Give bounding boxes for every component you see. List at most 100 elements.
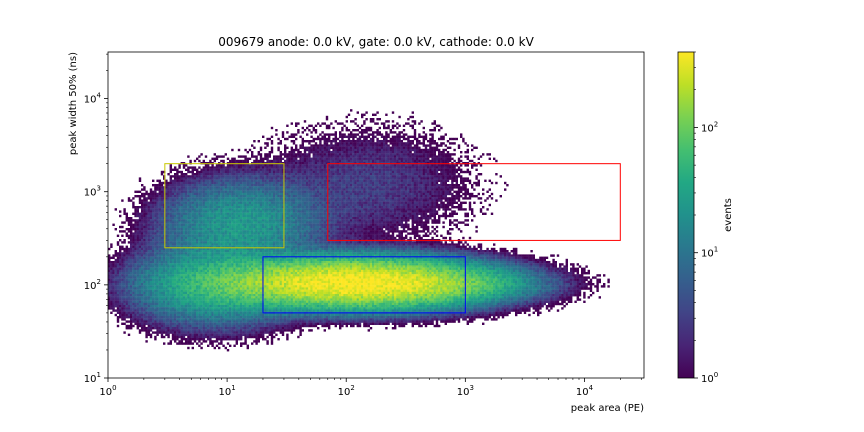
heatmap-bin — [233, 157, 236, 160]
heatmap-bin — [229, 263, 232, 266]
heatmap-bin — [259, 190, 263, 193]
heatmap-bin — [143, 322, 146, 325]
heatmap-bin — [242, 212, 245, 215]
heatmap-bin — [123, 212, 126, 215]
heatmap-bin — [167, 243, 170, 246]
heatmap-bin — [220, 221, 223, 224]
heatmap-bin — [200, 153, 203, 156]
heatmap-bin — [141, 302, 144, 306]
heatmap-bin — [213, 232, 216, 235]
heatmap-bin — [244, 232, 247, 235]
heatmap-bin — [213, 329, 216, 332]
heatmap-bin — [163, 212, 166, 215]
heatmap-bin — [163, 272, 166, 275]
heatmap-bin — [158, 212, 161, 215]
heatmap-bin — [147, 197, 150, 200]
heatmap-bin — [209, 254, 212, 257]
heatmap-bin — [165, 289, 168, 292]
heatmap-bin — [176, 181, 179, 185]
heatmap-bin — [141, 320, 144, 323]
heatmap-bin — [108, 258, 111, 262]
heatmap-bin — [215, 228, 219, 231]
heatmap-bin — [233, 230, 236, 233]
heatmap-bin — [222, 276, 225, 279]
heatmap-bin — [163, 190, 166, 193]
heatmap-bin — [138, 313, 142, 317]
heatmap-bin — [229, 243, 232, 246]
heatmap-bin — [207, 320, 210, 323]
heatmap-bin — [259, 327, 263, 330]
heatmap-bin — [156, 327, 159, 330]
heatmap-bin — [207, 344, 210, 347]
heatmap-bin — [171, 298, 175, 301]
heatmap-bin — [169, 181, 172, 185]
heatmap-bin — [191, 223, 194, 226]
heatmap-bin — [215, 206, 219, 209]
heatmap-bin — [202, 258, 205, 262]
heatmap-bin — [125, 291, 128, 295]
heatmap-bin — [262, 170, 265, 174]
heatmap-bin — [211, 276, 214, 279]
heatmap-bin — [143, 305, 146, 308]
heatmap-bin — [244, 234, 247, 237]
heatmap-bin — [244, 241, 247, 244]
heatmap-bin — [165, 298, 168, 301]
heatmap-bin — [125, 250, 128, 253]
heatmap-bin — [158, 221, 161, 224]
heatmap-bin — [185, 278, 188, 281]
heatmap-bin — [171, 316, 175, 319]
heatmap-bin — [215, 267, 219, 270]
heatmap-bin — [152, 203, 155, 207]
heatmap-bin — [167, 265, 170, 268]
heatmap-bin — [218, 241, 221, 244]
heatmap-bin — [178, 181, 181, 185]
heatmap-bin — [134, 296, 137, 299]
heatmap-bin — [215, 192, 219, 196]
heatmap-bin — [202, 320, 205, 323]
heatmap-bin — [231, 329, 234, 332]
heatmap-bin — [127, 258, 131, 262]
heatmap-bin — [215, 313, 219, 317]
heatmap-bin — [233, 201, 236, 204]
heatmap-bin — [213, 272, 216, 275]
heatmap-bin — [251, 265, 254, 268]
heatmap-bin — [169, 342, 172, 345]
heatmap-bin — [207, 267, 210, 270]
heatmap-bin — [237, 179, 241, 182]
heatmap-bin — [189, 214, 192, 218]
heatmap-bin — [244, 214, 247, 218]
heatmap-bin — [200, 234, 203, 237]
heatmap-bin — [165, 206, 168, 209]
heatmap-bin — [127, 320, 131, 323]
heatmap-bin — [152, 221, 155, 224]
heatmap-bin — [202, 278, 205, 281]
heatmap-bin — [237, 289, 241, 292]
heatmap-bin — [187, 166, 190, 169]
heatmap-bin — [196, 250, 199, 253]
heatmap-bin — [224, 327, 227, 330]
heatmap-bin — [204, 291, 208, 295]
heatmap-bin — [262, 164, 265, 167]
heatmap-bin — [176, 335, 179, 339]
heatmap-bin — [110, 302, 113, 306]
heatmap-bin — [163, 223, 166, 226]
heatmap-bin — [176, 221, 179, 224]
heatmap-bin — [121, 221, 124, 224]
heatmap-bin — [248, 228, 252, 231]
heatmap-bin — [209, 208, 212, 211]
heatmap-bin — [165, 305, 168, 308]
heatmap-bin — [233, 210, 236, 213]
heatmap-bin — [123, 300, 126, 303]
heatmap-bin — [233, 254, 236, 257]
heatmap-bin — [224, 305, 227, 308]
heatmap-bin — [147, 232, 150, 235]
heatmap-bin — [180, 302, 183, 306]
heatmap-bin — [149, 274, 153, 277]
heatmap-bin — [169, 212, 172, 215]
heatmap-bin — [152, 239, 155, 242]
heatmap-bin — [180, 223, 183, 226]
heatmap-bin — [204, 241, 208, 244]
heatmap-bin — [218, 331, 221, 334]
heatmap-bin — [145, 322, 148, 325]
heatmap-bin — [211, 190, 214, 193]
